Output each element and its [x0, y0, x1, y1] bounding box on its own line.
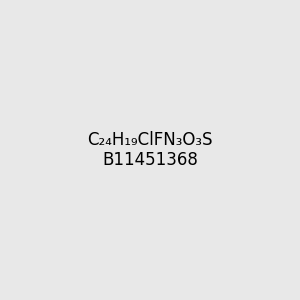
Text: C₂₄H₁₉ClFN₃O₃S
B11451368: C₂₄H₁₉ClFN₃O₃S B11451368 [87, 130, 213, 170]
